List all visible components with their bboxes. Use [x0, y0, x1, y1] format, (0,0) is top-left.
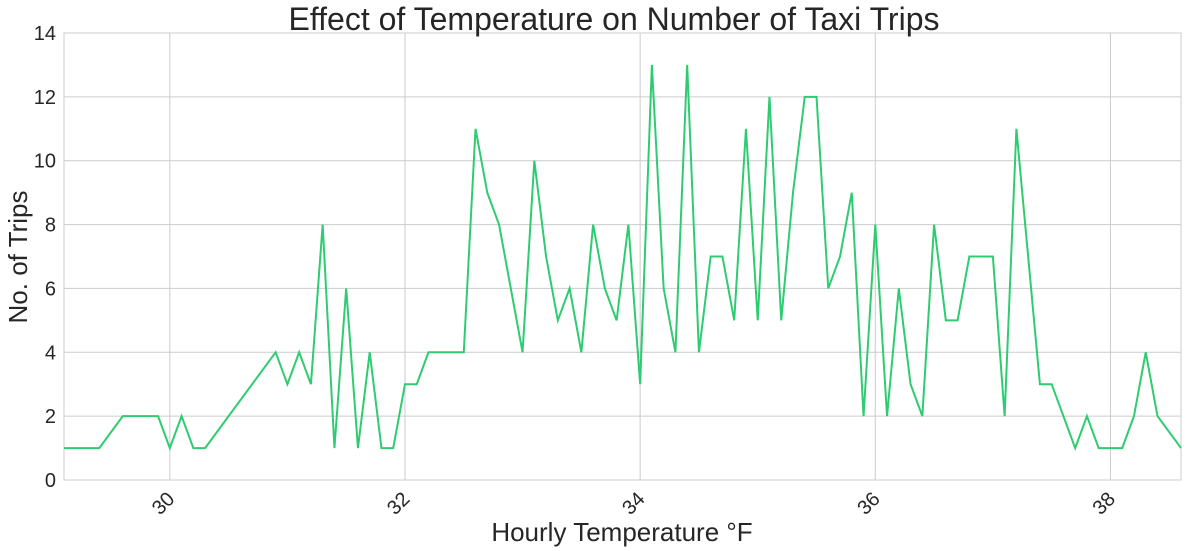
- plot-frame: [63, 32, 1182, 481]
- x-tick-label: 30: [148, 488, 179, 519]
- y-tick-label: 14: [34, 23, 56, 45]
- x-axis-label: Hourly Temperature °F: [491, 517, 752, 547]
- y-tick-label: 2: [45, 406, 56, 428]
- x-tick-label: 38: [1089, 488, 1120, 519]
- x-tick-label: 36: [853, 488, 884, 519]
- y-tick-label: 0: [45, 470, 56, 492]
- y-tick-labels: 0 2 4 6 8 10 12 14: [34, 23, 56, 492]
- y-tick-label: 4: [45, 342, 56, 364]
- y-axis-label: No. of Trips: [3, 191, 33, 324]
- x-tick-label: 32: [383, 488, 414, 519]
- y-tick-label: 10: [34, 151, 56, 173]
- chart-title: Effect of Temperature on Number of Taxi …: [289, 1, 940, 37]
- x-tick-labels: 30 32 34 36 38: [148, 488, 1120, 519]
- y-tick-label: 12: [34, 87, 56, 109]
- y-tick-label: 8: [45, 215, 56, 237]
- y-tick-label: 6: [45, 278, 56, 300]
- series-line: [64, 64, 1182, 451]
- grid: [64, 32, 1181, 481]
- x-tick-label: 34: [618, 488, 649, 519]
